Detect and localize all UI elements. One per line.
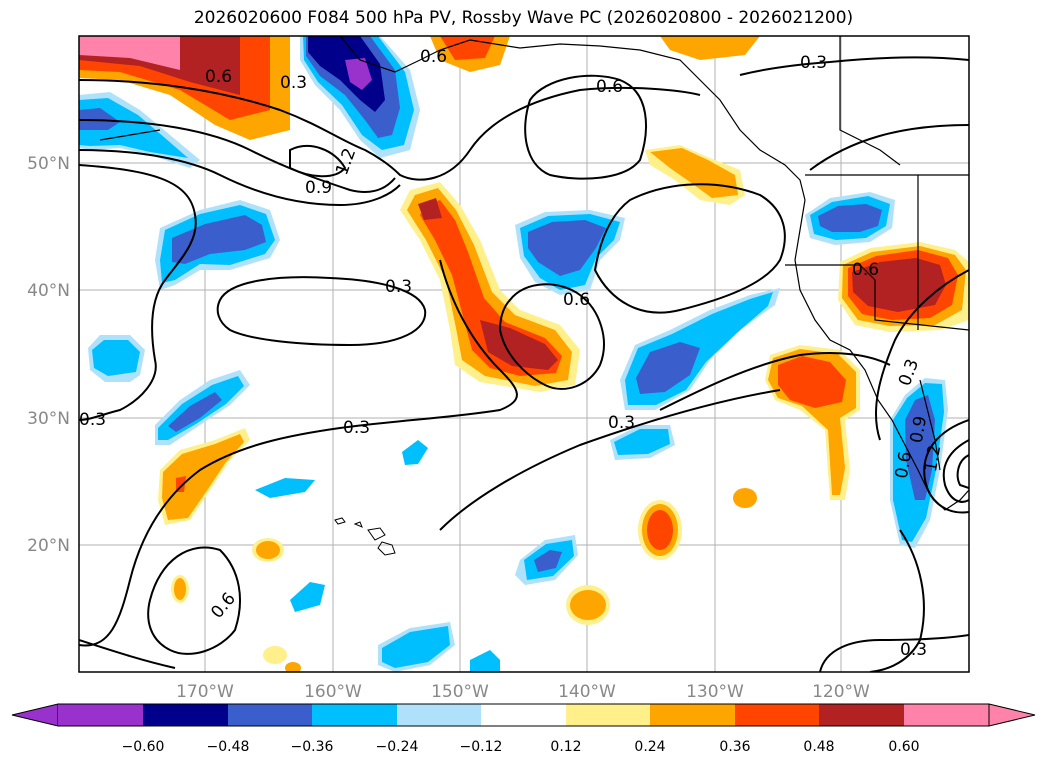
contour-label: 0.6: [563, 290, 590, 310]
hawaii-islands: [334, 517, 396, 556]
colorbar-bin: [228, 704, 312, 726]
contour-label: 0.6: [852, 260, 879, 280]
lat-label: 40°N: [27, 281, 70, 301]
contour-label: 0.3: [385, 277, 412, 297]
contour-label: 0.3: [79, 410, 106, 430]
contour-label: 0.3: [800, 53, 827, 73]
colorbar-bin: [481, 704, 566, 726]
colorbar-tick: 0.24: [634, 739, 665, 755]
map-title: 2026020600 F084 500 hPa PV, Rossby Wave …: [193, 8, 854, 28]
colorbar-bin: [312, 704, 397, 726]
map-frame: [78, 35, 970, 673]
colorbar-ticks: −0.60 −0.48 −0.36 −0.24 −0.12 0.12 0.24 …: [122, 739, 920, 755]
colorbar-bin: [58, 704, 143, 726]
pv-contours: [79, 56, 969, 672]
colorbar-bin: [143, 704, 228, 726]
lat-label: 30°N: [27, 409, 70, 429]
contour-label: 0.6: [207, 589, 240, 623]
lon-label: 130°W: [686, 682, 744, 702]
lat-label: 50°N: [27, 154, 70, 174]
colorbar-tick: −0.24: [376, 739, 419, 755]
longitude-labels: 170°W 160°W 150°W 140°W 130°W 120°W: [176, 682, 870, 702]
lon-label: 170°W: [176, 682, 234, 702]
contour-label: 0.9: [907, 415, 931, 445]
contour-label: 0.6: [420, 47, 447, 67]
colorbar-tick: −0.36: [291, 739, 334, 755]
colorbar-tick: −0.60: [122, 739, 165, 755]
contour-label: 0.3: [280, 73, 307, 93]
colorbar-bin: [566, 704, 650, 726]
contour-label: 0.6: [596, 77, 623, 97]
contour-label: 0.3: [343, 418, 370, 438]
contour-label: 0.3: [900, 640, 927, 660]
pv-positive-anomalies: [79, 36, 969, 672]
colorbar-bin: [650, 704, 735, 726]
lon-label: 150°W: [431, 682, 489, 702]
colorbar-tick: 0.36: [719, 739, 750, 755]
map-area: 0.6 0.3 0.6 1.2 0.9 0.3 0.6 0.6 0.3 0.3 …: [79, 36, 969, 672]
colorbar-min-extend: [11, 703, 59, 727]
colorbar-tick: −0.48: [207, 739, 250, 755]
colorbar: −0.60 −0.48 −0.36 −0.24 −0.12 0.12 0.24 …: [11, 703, 1036, 755]
pv-negative-anomalies: [79, 36, 948, 672]
colorbar-bin: [735, 704, 819, 726]
contour-label: 0.3: [608, 413, 635, 433]
colorbar-bin: [904, 704, 989, 726]
colorbar-max-extend: [988, 703, 1036, 727]
contour-label: 0.9: [305, 178, 332, 198]
contour-label: 1.2: [921, 444, 945, 474]
contour-label: 0.6: [892, 450, 916, 480]
colorbar-bin: [397, 704, 481, 726]
colorbar-tick: 0.60: [888, 739, 919, 755]
contour-label: 1.2: [332, 146, 360, 178]
colorbar-tick: 0.12: [550, 739, 581, 755]
lon-label: 120°W: [812, 682, 870, 702]
latitude-labels: 50°N 40°N 30°N 20°N: [27, 154, 70, 556]
colorbar-bin: [819, 704, 904, 726]
lat-label: 20°N: [27, 536, 70, 556]
colorbar-tick: 0.48: [803, 739, 834, 755]
colorbar-tick: −0.12: [460, 739, 503, 755]
lon-label: 140°W: [558, 682, 616, 702]
lon-label: 160°W: [304, 682, 362, 702]
contour-label: 0.6: [205, 67, 232, 87]
